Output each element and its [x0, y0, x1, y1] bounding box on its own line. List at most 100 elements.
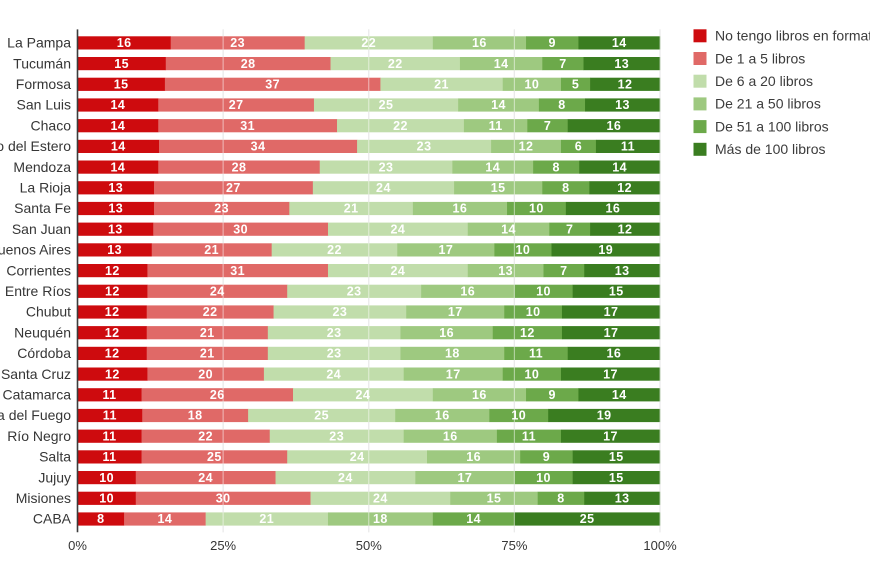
svg-text:De 21 a 50 libros: De 21 a 50 libros — [715, 96, 821, 112]
svg-text:15: 15 — [609, 471, 624, 485]
svg-text:37: 37 — [265, 78, 280, 92]
svg-text:13: 13 — [615, 98, 630, 112]
svg-text:11: 11 — [522, 429, 536, 443]
svg-text:12: 12 — [618, 222, 633, 236]
svg-text:San Juan: San Juan — [12, 221, 71, 237]
svg-text:13: 13 — [615, 492, 630, 506]
svg-text:21: 21 — [200, 347, 215, 361]
svg-text:27: 27 — [226, 181, 241, 195]
svg-text:15: 15 — [491, 181, 506, 195]
svg-text:16: 16 — [443, 429, 458, 443]
svg-text:Chaco: Chaco — [31, 117, 72, 133]
svg-text:Neuquén: Neuquén — [14, 324, 71, 340]
svg-text:11: 11 — [489, 119, 503, 133]
svg-text:11: 11 — [621, 140, 635, 154]
svg-text:18: 18 — [445, 347, 460, 361]
svg-text:Tucumán: Tucumán — [13, 55, 71, 71]
svg-text:16: 16 — [606, 119, 621, 133]
svg-text:14: 14 — [491, 98, 506, 112]
svg-text:14: 14 — [612, 36, 627, 50]
svg-text:17: 17 — [446, 367, 461, 381]
svg-text:6: 6 — [575, 140, 582, 154]
svg-text:Santa Cruz: Santa Cruz — [1, 366, 71, 382]
svg-text:16: 16 — [472, 388, 487, 402]
svg-text:5: 5 — [572, 78, 579, 92]
svg-text:24: 24 — [210, 285, 225, 299]
svg-text:7: 7 — [566, 222, 573, 236]
svg-text:10: 10 — [99, 471, 114, 485]
svg-text:23: 23 — [347, 285, 362, 299]
svg-text:25: 25 — [314, 409, 329, 423]
svg-text:9: 9 — [543, 450, 550, 464]
svg-text:13: 13 — [107, 243, 122, 257]
svg-text:La Pampa: La Pampa — [7, 35, 71, 51]
svg-text:24: 24 — [350, 450, 365, 464]
svg-text:13: 13 — [498, 264, 513, 278]
svg-text:7: 7 — [559, 57, 566, 71]
svg-text:75%: 75% — [501, 538, 527, 553]
svg-text:23: 23 — [327, 326, 342, 340]
svg-text:Mendoza: Mendoza — [13, 159, 71, 175]
svg-text:24: 24 — [390, 222, 405, 236]
svg-text:21: 21 — [259, 512, 274, 526]
svg-text:50%: 50% — [356, 538, 382, 553]
svg-text:Salta: Salta — [39, 449, 71, 465]
svg-text:16: 16 — [606, 202, 621, 216]
svg-text:24: 24 — [338, 471, 353, 485]
svg-text:13: 13 — [615, 264, 630, 278]
svg-text:27: 27 — [229, 98, 244, 112]
svg-text:11: 11 — [102, 388, 116, 402]
svg-text:14: 14 — [110, 98, 125, 112]
svg-text:10: 10 — [529, 202, 544, 216]
svg-text:9: 9 — [549, 36, 556, 50]
svg-text:14: 14 — [111, 140, 126, 154]
svg-text:Formosa: Formosa — [16, 76, 71, 92]
svg-text:12: 12 — [519, 140, 534, 154]
svg-text:24: 24 — [198, 471, 213, 485]
svg-text:Tierra del Fuego: Tierra del Fuego — [0, 407, 71, 423]
svg-text:Santa Fe: Santa Fe — [14, 200, 71, 216]
svg-text:16: 16 — [453, 202, 468, 216]
svg-text:24: 24 — [376, 181, 391, 195]
svg-text:23: 23 — [333, 305, 348, 319]
svg-text:10: 10 — [526, 305, 541, 319]
svg-text:25%: 25% — [210, 538, 236, 553]
svg-text:10: 10 — [524, 367, 539, 381]
svg-text:21: 21 — [204, 243, 219, 257]
svg-text:15: 15 — [609, 450, 624, 464]
svg-text:31: 31 — [240, 119, 255, 133]
svg-text:16: 16 — [460, 285, 475, 299]
svg-text:8: 8 — [552, 160, 559, 174]
svg-text:15: 15 — [609, 285, 624, 299]
svg-text:14: 14 — [157, 512, 172, 526]
svg-text:28: 28 — [241, 57, 256, 71]
svg-text:22: 22 — [198, 429, 213, 443]
svg-text:23: 23 — [329, 429, 344, 443]
svg-text:12: 12 — [105, 285, 120, 299]
svg-text:13: 13 — [108, 222, 123, 236]
svg-text:17: 17 — [448, 305, 463, 319]
svg-text:24: 24 — [326, 367, 341, 381]
svg-text:22: 22 — [327, 243, 342, 257]
svg-text:12: 12 — [105, 367, 120, 381]
svg-text:De 51 a 100 libros: De 51 a 100 libros — [715, 118, 829, 134]
svg-text:10: 10 — [524, 78, 539, 92]
svg-text:Más de 100 libros: Más de 100 libros — [715, 141, 826, 157]
svg-text:Chubut: Chubut — [26, 304, 71, 320]
svg-text:17: 17 — [603, 429, 618, 443]
svg-text:8: 8 — [558, 98, 565, 112]
svg-text:21: 21 — [434, 78, 449, 92]
svg-text:De 6 a 20 libros: De 6 a 20 libros — [715, 73, 813, 89]
svg-text:Catamarca: Catamarca — [3, 386, 72, 402]
svg-text:12: 12 — [520, 326, 535, 340]
svg-text:16: 16 — [472, 36, 487, 50]
svg-text:19: 19 — [598, 243, 613, 257]
svg-text:13: 13 — [108, 181, 123, 195]
svg-text:24: 24 — [390, 264, 405, 278]
svg-text:Buenos Aires: Buenos Aires — [0, 242, 71, 258]
svg-text:CABA: CABA — [33, 511, 72, 527]
svg-text:8: 8 — [562, 181, 569, 195]
svg-text:9: 9 — [549, 388, 556, 402]
svg-text:No tengo libros en formato pap: No tengo libros en formato papel — [715, 28, 870, 44]
svg-text:10: 10 — [516, 243, 531, 257]
